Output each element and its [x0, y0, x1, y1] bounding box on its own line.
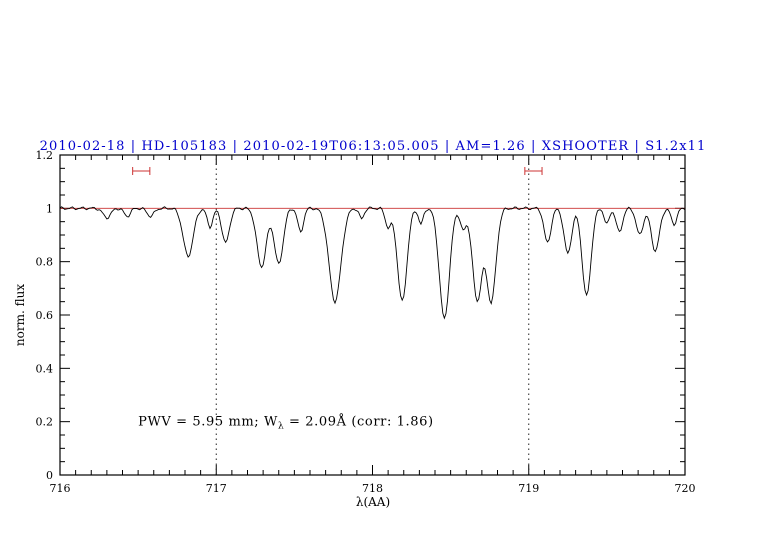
y-tick-label: 0 [46, 469, 53, 482]
y-axis-label: norm. flux [13, 284, 27, 346]
y-tick-labels: 0 0.2 0.4 0.6 0.8 1 1.2 [36, 149, 54, 482]
spectrum-curve [59, 206, 686, 320]
dotted-reference-lines [215, 155, 530, 475]
x-tick-label: 719 [518, 482, 539, 495]
y-tick-label: 0.2 [36, 416, 54, 429]
annotation-subscript: λ [278, 422, 284, 432]
x-tick-label: 717 [206, 482, 227, 495]
region-markers [132, 167, 543, 175]
y-tick-label: 0.4 [36, 362, 54, 375]
x-tick-label: 716 [50, 482, 71, 495]
annotation-text: PWV = 5.95 mm; W [138, 415, 278, 430]
x-axis-label: λ(AA) [356, 495, 390, 509]
x-tick-label: 718 [362, 482, 383, 495]
y-tick-label: 1.2 [36, 149, 54, 162]
plot-title: 2010-02-18 | HD-105183 | 2010-02-19T06:1… [40, 139, 707, 154]
annotation-text: = 2.09Å (corr: 1.86) [284, 414, 433, 430]
x-tick-label: 720 [675, 482, 696, 495]
y-tick-label: 0.6 [36, 309, 54, 322]
y-tick-label: 1 [46, 202, 53, 215]
pwv-annotation: PWV = 5.95 mm; Wλ = 2.09Å (corr: 1.86) [138, 414, 434, 432]
y-tick-label: 0.8 [36, 256, 54, 269]
x-tick-labels: 716 717 718 719 720 [50, 482, 696, 495]
plot-frame [59, 154, 686, 476]
